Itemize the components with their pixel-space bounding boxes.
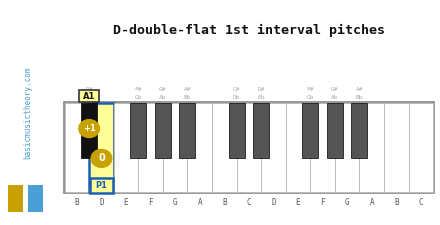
Text: D#: D# <box>257 87 265 92</box>
Bar <box>28 184 43 212</box>
FancyBboxPatch shape <box>90 178 113 193</box>
Bar <box>253 103 269 158</box>
Bar <box>212 103 237 192</box>
Text: A1: A1 <box>83 92 95 101</box>
Bar <box>89 103 114 192</box>
Text: Gb: Gb <box>307 95 314 100</box>
Text: Bb: Bb <box>183 95 191 100</box>
Text: E: E <box>296 198 301 207</box>
Text: D: D <box>271 198 276 207</box>
Circle shape <box>79 120 99 137</box>
Text: A: A <box>198 198 202 207</box>
Bar <box>237 103 261 192</box>
Text: A#: A# <box>356 87 363 92</box>
Bar <box>359 103 384 192</box>
Text: Gb: Gb <box>135 95 142 100</box>
Text: A: A <box>370 198 374 207</box>
Text: F: F <box>148 198 153 207</box>
Bar <box>155 103 171 158</box>
Bar <box>327 103 343 158</box>
Bar <box>409 103 433 192</box>
Text: C#: C# <box>233 87 240 92</box>
Text: 0: 0 <box>98 153 105 163</box>
Text: P1: P1 <box>95 180 107 189</box>
Bar <box>180 103 195 158</box>
Text: B: B <box>394 198 399 207</box>
FancyBboxPatch shape <box>79 90 99 102</box>
Text: A#: A# <box>183 87 191 92</box>
Text: Eb: Eb <box>85 95 93 100</box>
Bar <box>65 103 89 192</box>
Bar <box>7 184 23 212</box>
Bar <box>229 103 245 158</box>
Circle shape <box>91 149 112 167</box>
Text: Eb: Eb <box>257 95 265 100</box>
Text: D: D <box>99 198 104 207</box>
Text: E: E <box>124 198 128 207</box>
Text: F#: F# <box>307 87 314 92</box>
Bar <box>286 103 310 192</box>
Text: Ab: Ab <box>331 95 339 100</box>
Text: F: F <box>320 198 325 207</box>
Text: C: C <box>418 198 423 207</box>
Bar <box>138 103 163 192</box>
Bar <box>163 103 187 192</box>
Text: basicmusictheory.com: basicmusictheory.com <box>23 66 32 159</box>
Text: Db: Db <box>233 95 240 100</box>
Text: B: B <box>74 198 79 207</box>
Bar <box>81 103 97 158</box>
Text: D-double-flat 1st interval pitches: D-double-flat 1st interval pitches <box>113 24 385 37</box>
Bar <box>302 103 318 158</box>
Text: G: G <box>345 198 349 207</box>
Text: Ab: Ab <box>159 95 167 100</box>
Bar <box>384 103 409 192</box>
Bar <box>261 103 286 192</box>
Text: B: B <box>222 198 227 207</box>
Bar <box>310 103 335 192</box>
Text: G#: G# <box>331 87 339 92</box>
Bar <box>352 103 367 158</box>
Bar <box>130 103 146 158</box>
Text: C: C <box>246 198 251 207</box>
Text: F#: F# <box>135 87 142 92</box>
Text: Bb: Bb <box>356 95 363 100</box>
Text: G: G <box>173 198 177 207</box>
Bar <box>335 103 359 192</box>
Bar <box>187 103 212 192</box>
Text: +1: +1 <box>83 124 95 133</box>
Bar <box>114 103 138 192</box>
Text: G#: G# <box>159 87 167 92</box>
Text: D#: D# <box>85 87 93 92</box>
Bar <box>89 189 114 193</box>
Bar <box>64 102 434 193</box>
